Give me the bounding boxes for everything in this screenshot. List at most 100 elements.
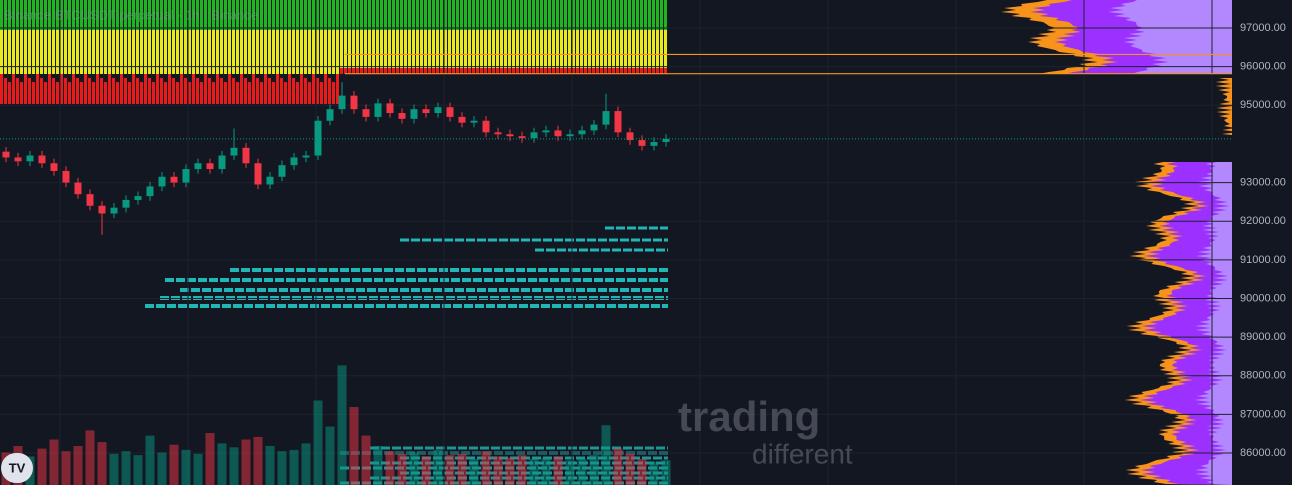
candle-body — [434, 107, 442, 114]
heat-yellow — [124, 30, 127, 74]
heat-red — [208, 78, 211, 104]
candle-body — [218, 155, 226, 170]
candle-body — [26, 155, 34, 162]
heat-green — [644, 0, 647, 30]
heat-red — [352, 68, 355, 74]
y-tick-label: 91000.00 — [1240, 254, 1286, 266]
y-tick-label: 97000.00 — [1240, 22, 1286, 34]
heat-yellow — [632, 30, 635, 74]
heat-red — [32, 82, 35, 104]
heat-yellow — [324, 30, 327, 74]
heat-red — [648, 68, 651, 74]
volume-bar — [205, 433, 215, 485]
heat-green — [320, 0, 323, 30]
heat-yellow — [372, 30, 375, 74]
candle-body — [350, 95, 358, 110]
heat-red — [500, 68, 503, 74]
heat-yellow — [168, 30, 171, 74]
y-tick-label: 92000.00 — [1240, 215, 1286, 227]
heat-red — [584, 68, 587, 74]
heat-red — [40, 78, 43, 104]
heat-green — [116, 0, 119, 30]
volume-bar — [445, 455, 455, 485]
heat-yellow — [352, 30, 355, 74]
heat-red — [260, 82, 263, 104]
heat-green — [80, 0, 83, 30]
heat-green — [104, 0, 107, 30]
heat-yellow — [488, 30, 491, 74]
heat-green — [8, 0, 11, 30]
heat-green — [552, 0, 555, 30]
heat-yellow — [192, 30, 195, 74]
volume-bar — [385, 451, 395, 485]
heat-red — [556, 68, 559, 74]
heat-yellow — [132, 30, 135, 74]
heat-yellow — [540, 30, 543, 74]
heat-yellow — [588, 30, 591, 74]
heat-green — [492, 0, 495, 30]
chart-title: Binance BTCUSDT perpetual · 1h · Binance — [4, 7, 258, 22]
heat-yellow — [312, 30, 315, 74]
heat-yellow — [220, 30, 223, 74]
heat-green — [452, 0, 455, 30]
heat-yellow — [568, 30, 571, 74]
heat-green — [40, 0, 43, 30]
heat-yellow — [616, 30, 619, 74]
heat-green — [300, 0, 303, 30]
heat-red — [452, 68, 455, 74]
heat-yellow — [88, 30, 91, 74]
heat-green — [356, 0, 359, 30]
tv-logo-text: TV — [9, 460, 26, 475]
volume-bar — [193, 453, 203, 485]
heat-yellow — [184, 30, 187, 74]
heat-green — [476, 0, 479, 30]
heat-green — [572, 0, 575, 30]
heat-yellow — [532, 30, 535, 74]
heat-red — [480, 68, 483, 74]
heat-red — [236, 82, 239, 104]
heat-red — [16, 78, 19, 104]
heat-green — [388, 0, 391, 30]
heat-green — [372, 0, 375, 30]
heat-yellow — [136, 30, 139, 74]
heat-green — [632, 0, 635, 30]
heat-red — [396, 68, 399, 74]
heat-green — [248, 0, 251, 30]
heat-green — [196, 0, 199, 30]
heat-yellow — [412, 30, 415, 74]
heat-red — [640, 68, 643, 74]
volume-bar — [469, 459, 479, 485]
volume-bar — [85, 430, 95, 485]
heat-yellow — [380, 30, 383, 74]
heat-yellow — [396, 30, 399, 74]
heat-green — [464, 0, 467, 30]
heat-green — [120, 0, 123, 30]
heat-red — [632, 68, 635, 74]
heat-green — [16, 0, 19, 30]
heat-yellow — [256, 30, 259, 74]
candle-body — [314, 120, 322, 156]
heat-yellow — [156, 30, 159, 74]
heat-yellow — [20, 30, 23, 74]
tv-logo[interactable] — [1, 453, 33, 483]
candle-body — [86, 194, 94, 206]
heat-yellow — [200, 30, 203, 74]
heat-red — [464, 68, 467, 74]
heat-yellow — [384, 30, 387, 74]
candle-body — [230, 147, 238, 156]
heat-green — [28, 0, 31, 30]
heat-yellow — [652, 30, 655, 74]
heat-yellow — [608, 30, 611, 74]
candle-body — [170, 176, 178, 183]
heat-red — [104, 82, 107, 104]
heat-red — [268, 78, 271, 104]
volume-bar — [301, 443, 311, 485]
heat-green — [540, 0, 543, 30]
volume-bar — [97, 442, 107, 485]
heat-green — [220, 0, 223, 30]
heat-red — [168, 74, 171, 104]
heat-red — [660, 68, 663, 74]
heat-green — [640, 0, 643, 30]
heat-green — [568, 0, 571, 30]
